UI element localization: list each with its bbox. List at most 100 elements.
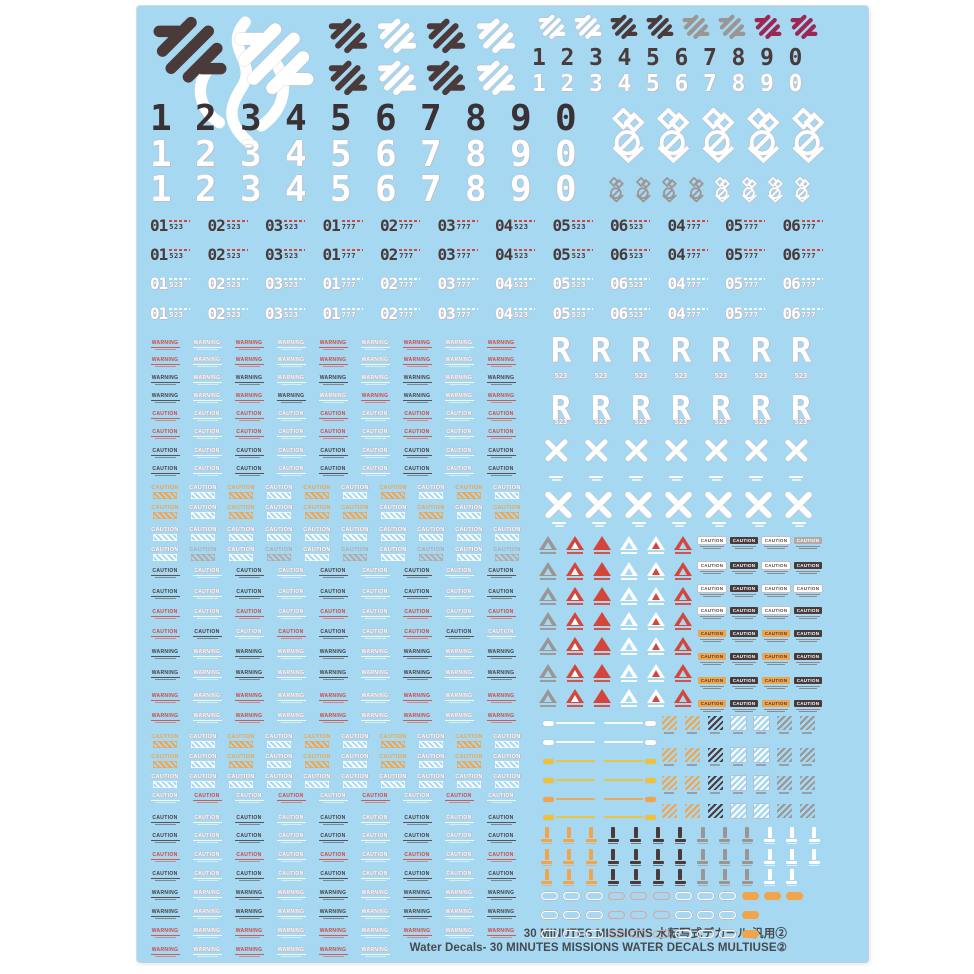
warning-decal: WARNING: [442, 910, 476, 919]
hatch-patch-decal: [777, 716, 792, 734]
digit-decal: 6: [674, 71, 689, 97]
hatch-bar: [191, 492, 215, 499]
caution-decal: CAUTION: [484, 630, 518, 639]
hatch-bar: [419, 512, 443, 519]
arrow-base: [630, 861, 642, 864]
arrow-base: [764, 861, 775, 864]
decal-label: CAUTION: [698, 607, 726, 614]
x-decal: [623, 437, 649, 463]
hazard-triangle-decal: [646, 612, 666, 632]
decal-label: CAUTION: [265, 547, 293, 553]
decal-label: CAUTION: [362, 629, 388, 635]
caution-decal: CAUTION: [376, 547, 410, 561]
decal-label: CAUTION: [303, 774, 331, 780]
hatch-bar: [229, 512, 253, 519]
code-decal: 01 777: [322, 216, 363, 235]
caution-decal: CAUTION: [414, 734, 448, 748]
decal-label: CAUTION: [236, 871, 262, 877]
arrow-stem: [544, 827, 549, 838]
decal-label: CAUTION: [362, 589, 388, 595]
hatch-bar: [267, 554, 291, 561]
warning-decal: WARNING: [232, 929, 266, 938]
code-tick: [169, 308, 191, 310]
code-sub-number: 777: [399, 310, 414, 319]
caution-decal: CAUTION: [148, 774, 182, 788]
warning-decal: WARNING: [484, 714, 518, 723]
code-number: 04: [667, 304, 686, 323]
code-number: 01: [322, 216, 341, 235]
code-decal: 05 777: [725, 306, 766, 322]
hatch-bar: [191, 761, 215, 768]
arrow-decal: [697, 827, 709, 846]
decal-label: CAUTION: [446, 609, 472, 615]
arrow-decal: [786, 869, 798, 888]
warning-decal: WARNING: [232, 341, 266, 350]
hazard-triangle-decal: [565, 536, 585, 556]
decal-label: CAUTION: [404, 609, 430, 615]
code-tick: [801, 308, 823, 310]
decal-label: CAUTION: [265, 754, 293, 760]
warning-decal: WARNING: [358, 910, 392, 919]
caution-decal: CAUTION: [358, 853, 392, 862]
bar-cap: [645, 758, 656, 764]
capsule-decal: [630, 930, 648, 938]
x-sub-mark: [626, 476, 646, 481]
mark30-icon: [426, 58, 466, 98]
code-sub-number: 777: [801, 251, 816, 260]
code-sub-number: 777: [456, 280, 471, 289]
code-sub-number: 523: [629, 280, 644, 289]
code-decal: 03 777: [438, 218, 478, 234]
decal-label: CAUTION: [794, 677, 822, 684]
hatch-bar: [419, 492, 443, 499]
digit-decal: 4: [285, 98, 307, 139]
decal-label: CAUTION: [762, 585, 790, 592]
code-decal: 05 523: [553, 276, 593, 292]
digit-decal: 8: [465, 98, 487, 139]
hazard-triangle-decal: [538, 536, 558, 556]
code-decal: 04 523: [495, 247, 536, 263]
code-decal: 02 777: [380, 247, 421, 263]
code-tick: [284, 220, 306, 222]
hatch-bar: [419, 534, 443, 541]
code-tick: [801, 249, 823, 251]
decal-label: CAUTION: [762, 562, 790, 569]
code-sub-number: 777: [399, 251, 414, 260]
code-decal: 02 523: [208, 218, 248, 234]
hatch-bar: [381, 781, 405, 788]
code-decal: 02 777: [380, 274, 421, 293]
arrow-stem: [656, 827, 660, 838]
hatch-patch-decal: [708, 776, 723, 794]
capsule-decal: [719, 930, 737, 938]
code-number: 05: [552, 245, 571, 264]
code-number: 04: [495, 274, 513, 293]
arrow-base: [630, 839, 642, 842]
arrow-stem: [544, 849, 549, 860]
decal-label: WARNING: [235, 393, 263, 399]
code-number: 06: [782, 245, 801, 264]
caution-decal: CAUTION: [190, 610, 224, 619]
hatch-bar: [229, 741, 253, 748]
caution-decal: CAUTION: [148, 449, 182, 458]
decal-label: CAUTION: [303, 527, 331, 533]
x-decal: [703, 489, 735, 521]
warning-decal: WARNING: [316, 948, 350, 957]
caution-decal: CAUTION: [274, 794, 308, 803]
crest-emblem-large: [786, 108, 831, 164]
crest-emblem-large: [651, 108, 696, 164]
code-tick: [571, 278, 593, 280]
logo-mark-mini: [754, 13, 782, 41]
r-sub-number: 523: [794, 418, 808, 426]
arrow-decal: [585, 869, 597, 888]
capsule-decal: [652, 892, 670, 900]
arrow-base: [541, 861, 552, 864]
code-number: 02: [380, 274, 398, 293]
hazard-triangle-decal: [673, 637, 693, 657]
warning-decal: WARNING: [400, 650, 434, 659]
warning-decal: WARNING: [400, 671, 434, 680]
caution-decal: CAUTION: [186, 734, 220, 748]
code-decal: 01 777: [323, 247, 363, 263]
caution-decal: CAUTION: [358, 430, 392, 439]
warning-decal: WARNING: [442, 671, 476, 680]
decal-label: CAUTION: [488, 793, 514, 799]
code-decal: 05 523: [552, 245, 593, 264]
